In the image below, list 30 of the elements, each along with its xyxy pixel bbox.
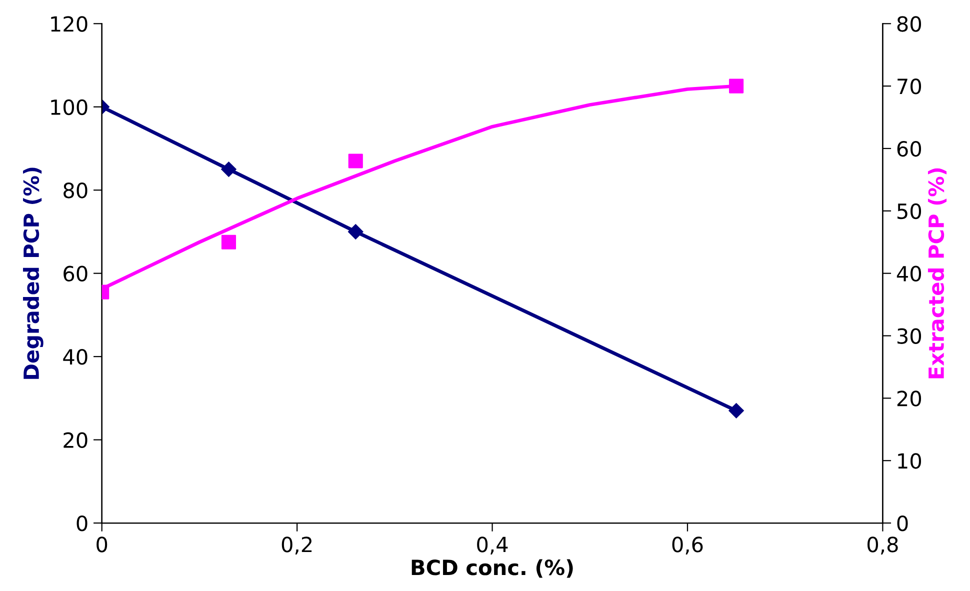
y2-tick-label: 60 [897,140,922,157]
y2-tick-label: 10 [898,453,922,469]
y2-tick-label: 50 [898,203,922,220]
point [348,224,364,240]
y-tick-label: 0 [76,515,88,532]
x-tick-label: 0,6 [672,536,703,554]
y-tick-label: 100 [51,99,88,116]
y-tick-label: 80 [64,182,88,198]
y-tick-label: 40 [63,349,88,365]
point [221,162,236,177]
y-axis-title: Degraded PCP (%) [23,168,44,379]
point [728,403,744,418]
y2-tick-label: 80 [897,16,922,32]
y2-axis-title: Extracted PCP (%) [928,168,947,378]
point [729,78,744,94]
x-tick-label: 0,2 [282,536,312,554]
x-tick-label: 0,8 [868,536,898,554]
point [348,154,363,168]
y2-tick-label: 30 [897,328,922,344]
point [221,234,236,250]
y2-tick-label: 20 [897,390,922,406]
y-tick-label: 60 [64,266,88,282]
y2-tick-label: 70 [898,78,922,94]
y-tick-label: 120 [51,16,88,32]
x-tick-label: 0 [96,536,108,552]
y2-tick-label: 0 [897,515,908,532]
y-tick-label: 20 [64,432,88,448]
x-axis-title: BCD conc. (%) [412,559,573,578]
y2-tick-label: 40 [896,266,922,282]
x-tick-label: 0,4 [477,536,508,554]
